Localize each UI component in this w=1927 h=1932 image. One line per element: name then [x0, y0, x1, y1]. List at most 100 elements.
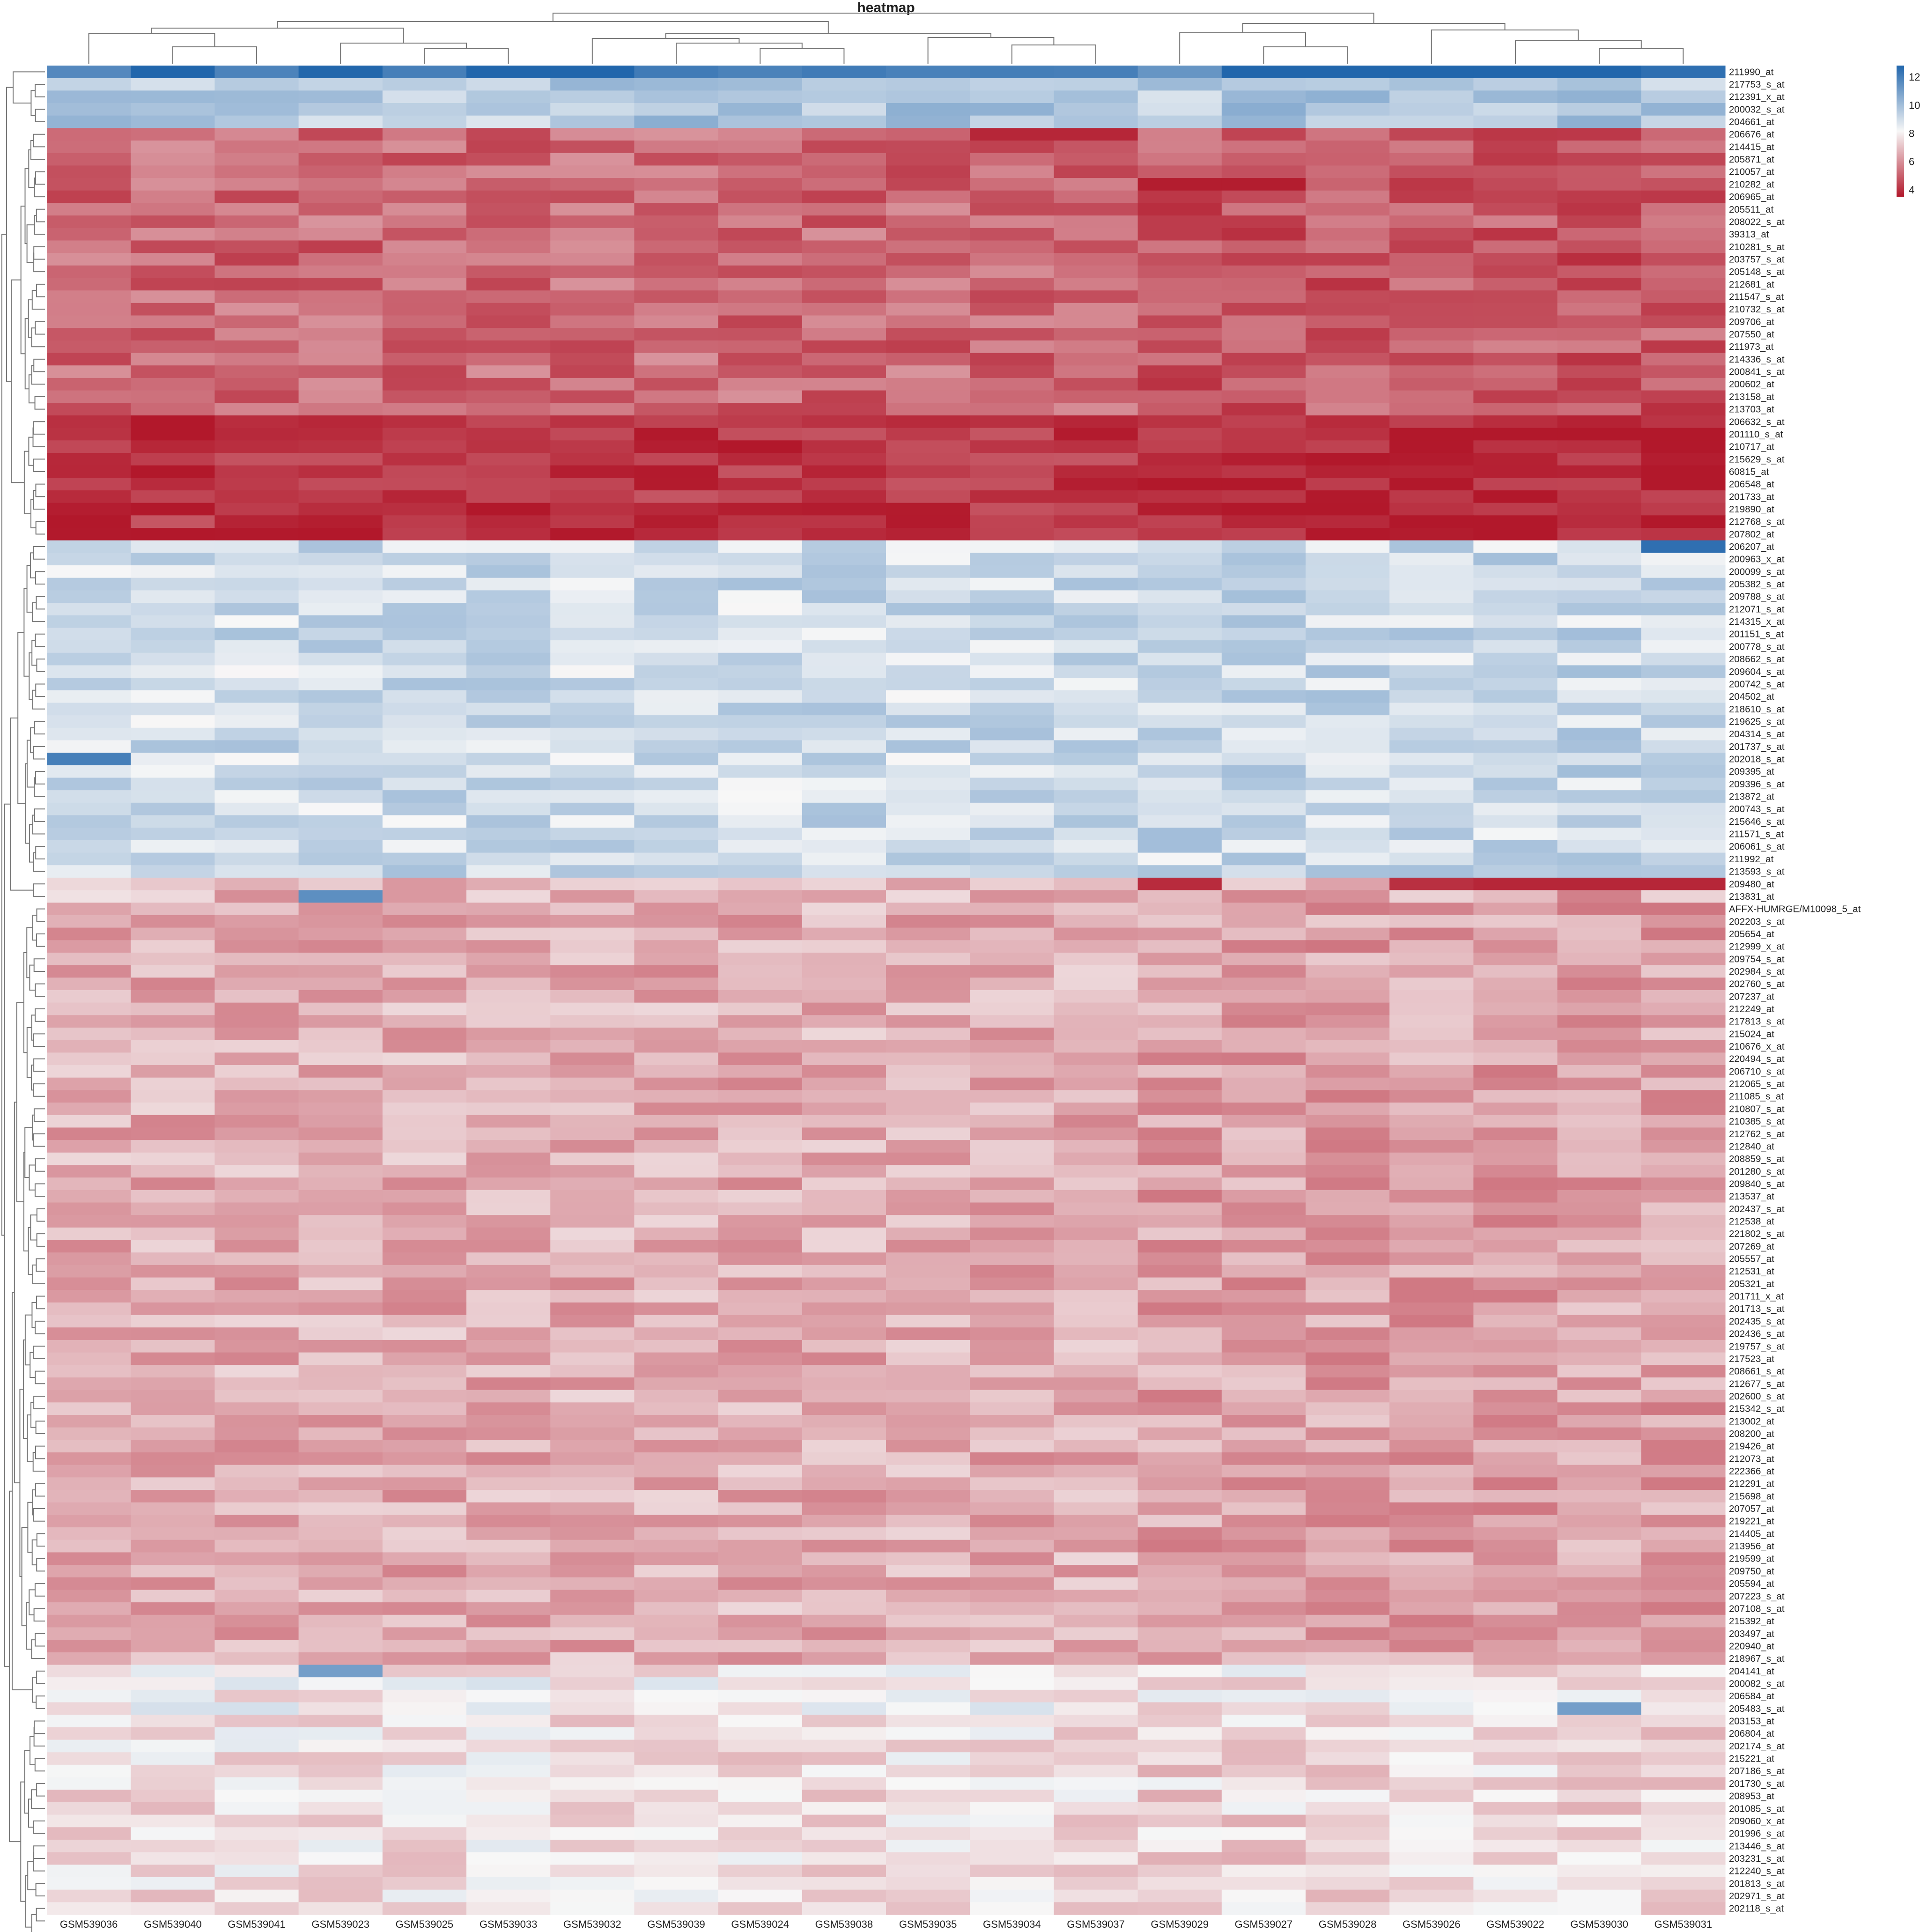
heatmap-cell: [131, 528, 215, 541]
heatmap-cell: [970, 1190, 1054, 1203]
dendrogram-link: [36, 1295, 45, 1310]
heatmap-cell: [1389, 1590, 1474, 1603]
heatmap-cell: [1557, 1702, 1642, 1715]
heatmap-cell: [1557, 452, 1642, 466]
heatmap-cell: [131, 1527, 215, 1540]
heatmap-cell: [1473, 1352, 1558, 1365]
heatmap-cell: [131, 790, 215, 803]
heatmap-cell: [466, 1602, 551, 1615]
heatmap-cell: [1137, 977, 1222, 991]
heatmap-cell: [1641, 1015, 1726, 1028]
heatmap-cell: [886, 90, 970, 104]
heatmap-cell: [1137, 1565, 1222, 1578]
heatmap-cell: [970, 1302, 1054, 1316]
heatmap-cell: [131, 1465, 215, 1478]
heatmap-cell: [466, 1202, 551, 1215]
heatmap-cell: [466, 90, 551, 104]
heatmap-cell: [382, 590, 467, 603]
heatmap-cell: [214, 415, 299, 429]
heatmap-cell: [47, 590, 131, 603]
row-label: 211547_s_at: [1729, 292, 1784, 303]
heatmap-cell: [718, 553, 803, 566]
heatmap-cell: [1557, 1140, 1642, 1153]
heatmap-cell: [1221, 1365, 1306, 1378]
heatmap-cell: [47, 1152, 131, 1166]
heatmap-cell: [1557, 103, 1642, 116]
heatmap-cell: [382, 1839, 467, 1853]
heatmap-cell: [1306, 1490, 1390, 1503]
row-label: 200742_s_at: [1729, 679, 1785, 689]
heatmap-cell: [1137, 1865, 1222, 1878]
heatmap-cell: [1641, 1527, 1726, 1540]
heatmap-cell: [1306, 253, 1390, 266]
heatmap-cell: [47, 1577, 131, 1591]
heatmap-cell: [634, 1877, 719, 1890]
heatmap-cell: [298, 478, 383, 491]
heatmap-cell: [382, 1764, 467, 1778]
heatmap-cell: [382, 1627, 467, 1640]
heatmap-cell: [1054, 1602, 1138, 1615]
heatmap-cell: [634, 1827, 719, 1840]
heatmap-cell: [131, 840, 215, 853]
heatmap-cell: [802, 1877, 886, 1890]
heatmap-cell: [214, 540, 299, 553]
heatmap-cell: [214, 1127, 299, 1140]
heatmap-cell: [718, 1614, 803, 1628]
heatmap-cell: [466, 1764, 551, 1778]
heatmap-cell: [802, 1290, 886, 1303]
heatmap-cell: [131, 78, 215, 91]
heatmap-cell: [886, 940, 970, 953]
heatmap-cell: [1473, 1240, 1558, 1253]
row-label: 209395_at: [1729, 766, 1774, 777]
heatmap-cell: [886, 178, 970, 191]
heatmap-cell: [550, 1190, 635, 1203]
heatmap-cell: [970, 1465, 1054, 1478]
heatmap-cell: [634, 952, 719, 966]
heatmap-cell: [1306, 1302, 1390, 1316]
heatmap-cell: [1306, 265, 1390, 279]
heatmap-cell: [1054, 1127, 1138, 1140]
heatmap-cell: [1221, 415, 1306, 429]
heatmap-cell: [1557, 1889, 1642, 1902]
heatmap-cell: [1306, 1427, 1390, 1440]
heatmap-cell: [634, 1790, 719, 1803]
heatmap-cell: [1306, 565, 1390, 578]
heatmap-cell: [718, 890, 803, 903]
heatmap-cell: [1557, 565, 1642, 578]
heatmap-cell: [1557, 528, 1642, 541]
heatmap-cell: [1389, 1290, 1474, 1303]
heatmap-cell: [1389, 328, 1474, 341]
heatmap-cell: [802, 1340, 886, 1353]
heatmap-cell: [550, 715, 635, 728]
heatmap-cell: [634, 465, 719, 478]
heatmap-cell: [214, 1702, 299, 1715]
dendrogram-link: [33, 1851, 45, 1872]
heatmap-cell: [1306, 1015, 1390, 1028]
heatmap-cell: [131, 1202, 215, 1215]
heatmap-cell: [47, 390, 131, 403]
heatmap-cell: [214, 590, 299, 603]
heatmap-cell: [550, 1427, 635, 1440]
heatmap-cell: [1641, 1777, 1726, 1790]
heatmap-cell: [131, 1028, 215, 1041]
heatmap-cell: [1641, 1390, 1726, 1403]
heatmap-cell: [1389, 1652, 1474, 1666]
row-label: 219625_s_at: [1729, 716, 1785, 727]
heatmap-cell: [550, 1028, 635, 1041]
heatmap-cell: [214, 1052, 299, 1066]
heatmap-cell: [1054, 1814, 1138, 1828]
heatmap-cell: [214, 390, 299, 403]
heatmap-cell: [466, 440, 551, 453]
row-label: 200099_s_at: [1729, 566, 1785, 577]
heatmap-cell: [1054, 1365, 1138, 1378]
heatmap-cell: [382, 203, 467, 216]
dendrogram-link: [29, 1589, 35, 1615]
heatmap-cell: [298, 1590, 383, 1603]
heatmap-cell: [1054, 565, 1138, 578]
heatmap-cell: [634, 690, 719, 703]
row-label: 210281_s_at: [1729, 242, 1785, 252]
heatmap-cell: [550, 103, 635, 116]
heatmap-cell: [634, 328, 719, 341]
heatmap-cell: [298, 1790, 383, 1803]
heatmap-cell: [47, 1277, 131, 1290]
